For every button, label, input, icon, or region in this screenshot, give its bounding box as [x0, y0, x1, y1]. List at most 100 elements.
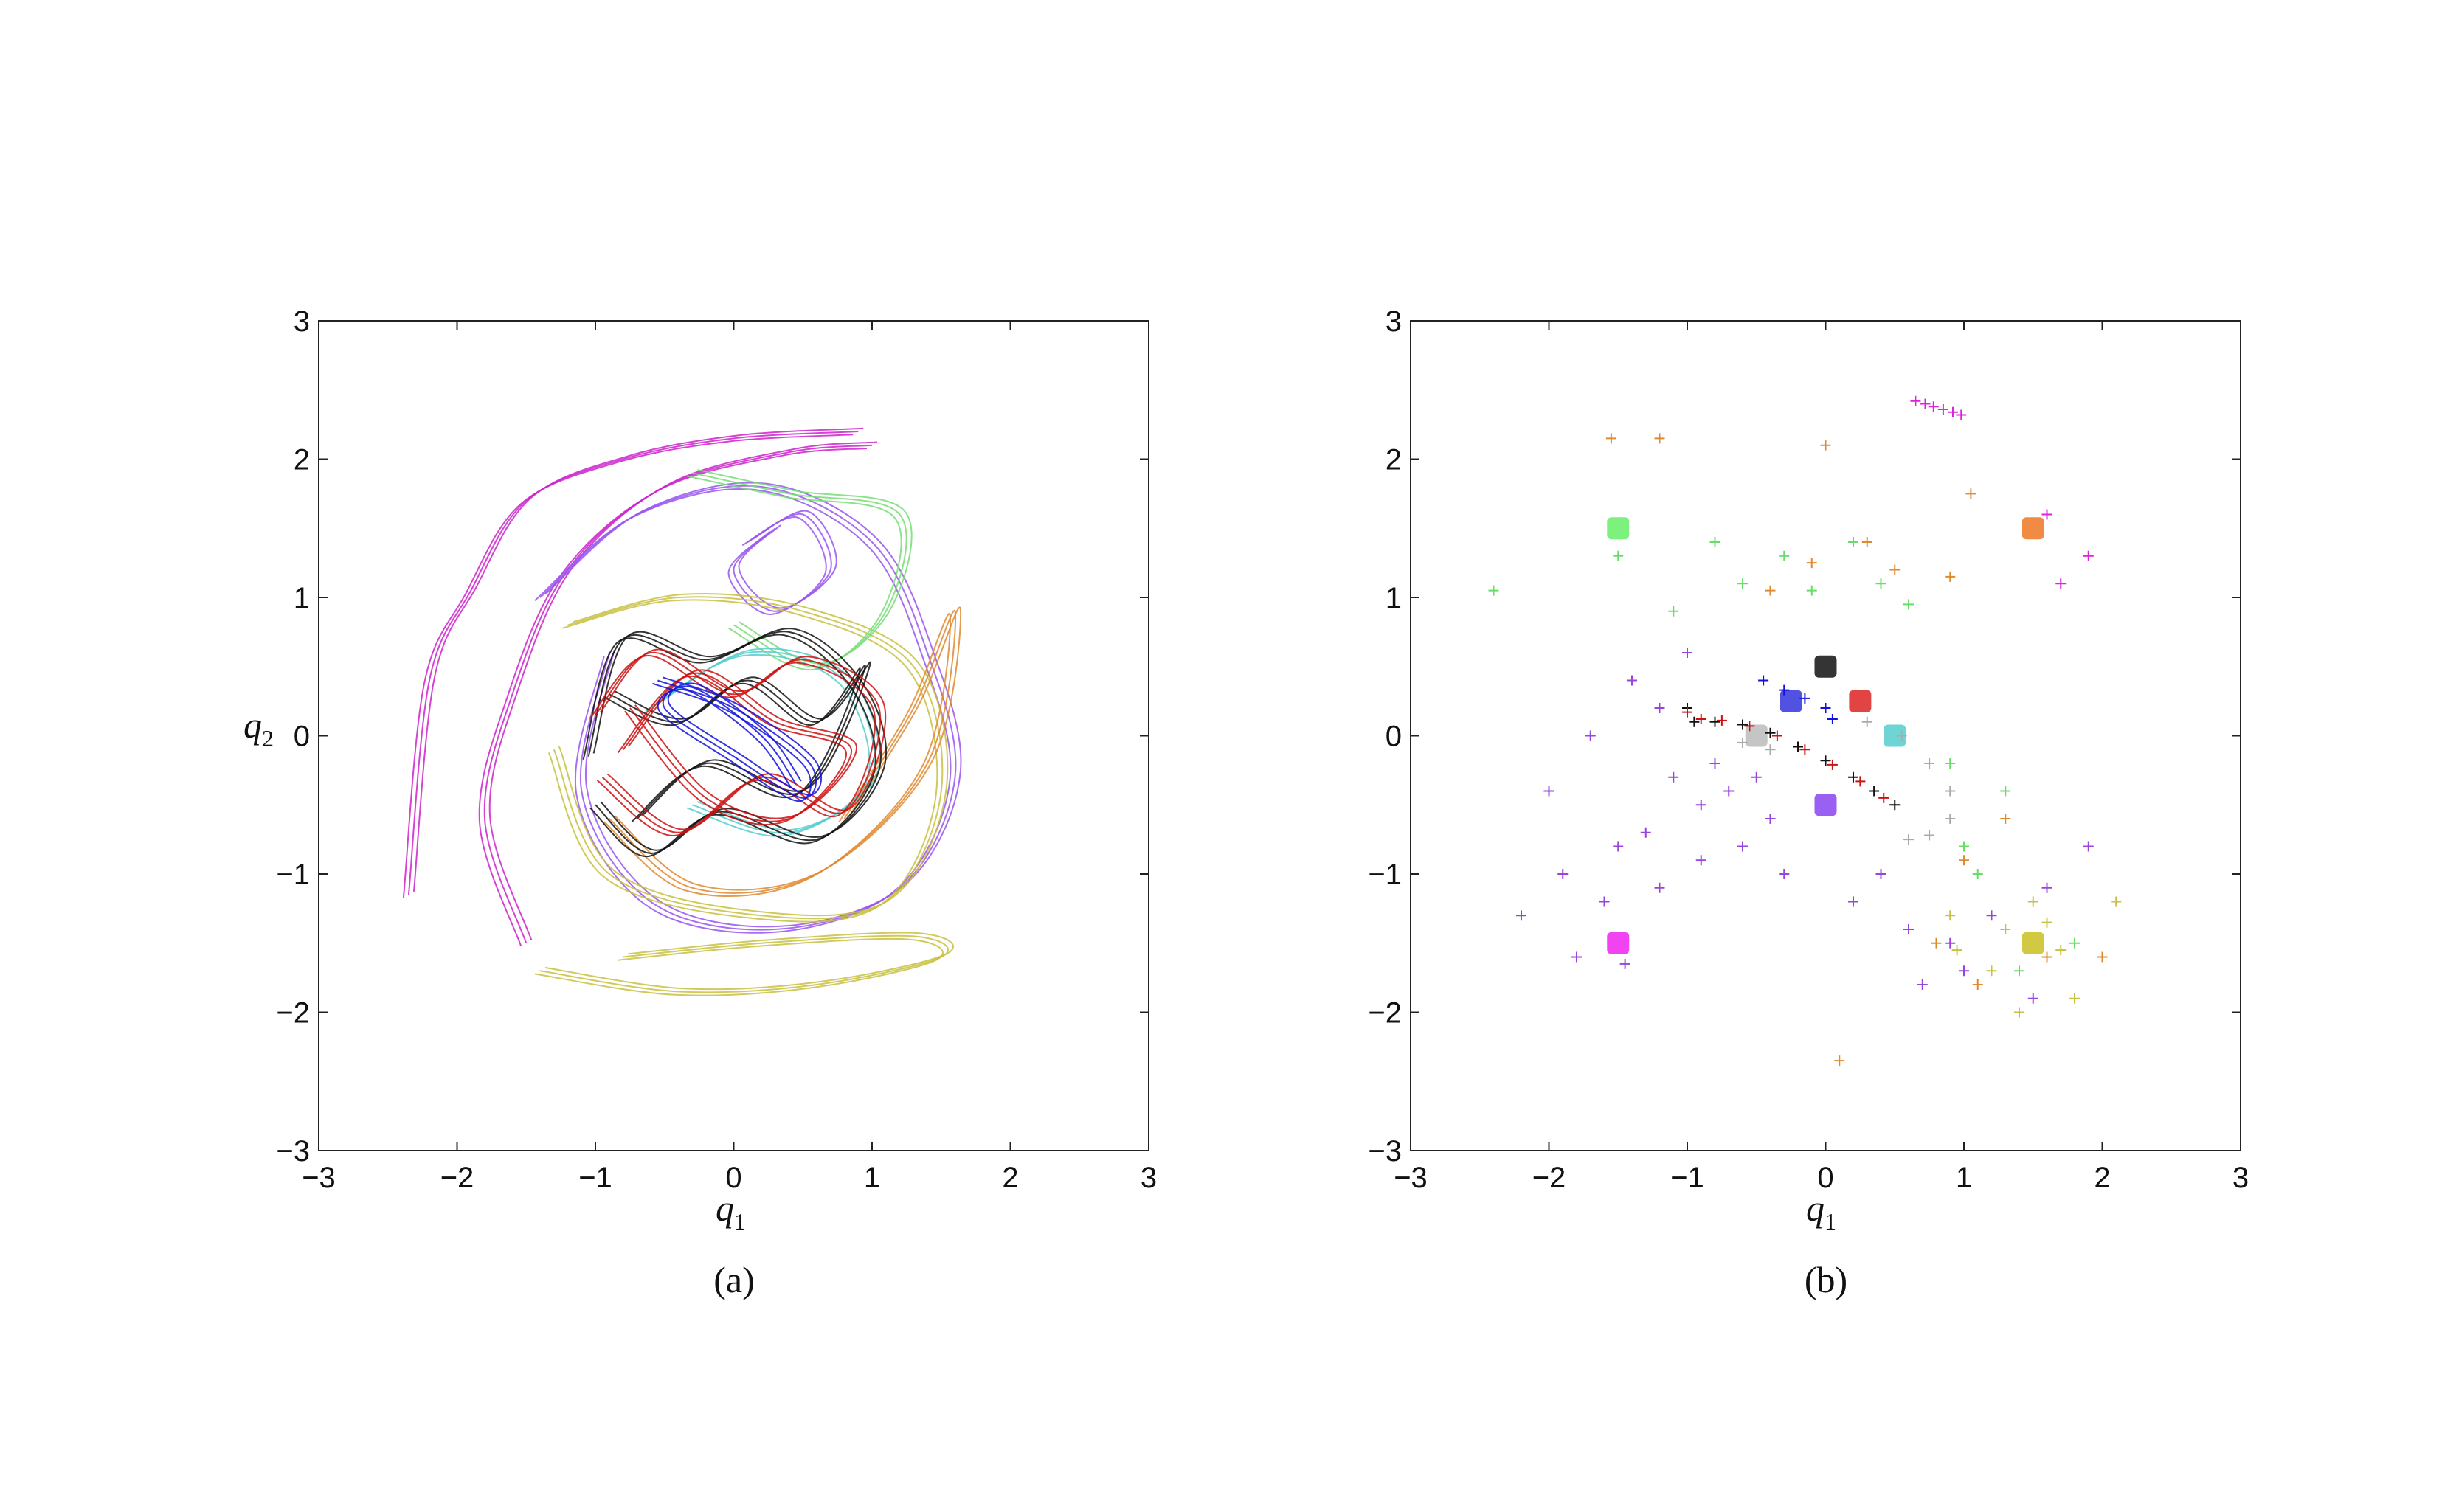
plus-marker — [1765, 727, 1776, 738]
plus-marker — [1917, 979, 1928, 990]
plus-marker — [1619, 958, 1630, 969]
plus-marker — [1986, 965, 1997, 977]
plus-marker — [1903, 599, 1914, 610]
plus-marker — [2041, 951, 2052, 963]
trajectory-curve — [687, 475, 902, 671]
panel-b-centers — [1607, 517, 2044, 954]
plus-marker — [1965, 488, 1976, 499]
plus-marker — [1945, 910, 1956, 921]
trajectory-curve — [614, 606, 962, 891]
plus-marker — [1765, 744, 1776, 755]
plus-marker — [1910, 395, 1921, 406]
y-tick-label: 0 — [294, 721, 310, 753]
center-marker — [1814, 794, 1837, 816]
plus-marker — [1585, 730, 1596, 741]
trajectory-curve — [614, 661, 871, 816]
plus-marker — [1668, 771, 1679, 783]
trajectory-curve — [645, 653, 871, 837]
trajectory-curve — [539, 934, 949, 993]
x-tick-label: −1 — [578, 1162, 612, 1194]
y-tick-label: 1 — [294, 582, 310, 614]
y-tick-label: −2 — [1368, 997, 1402, 1030]
trajectory-curve — [692, 472, 907, 667]
plus-marker — [1709, 758, 1720, 769]
plus-marker — [2083, 841, 2094, 852]
plus-marker — [2097, 951, 2108, 963]
plus-marker — [1827, 759, 1838, 770]
plus-marker — [1793, 741, 1803, 752]
plus-marker — [1848, 896, 1858, 907]
trajectory-curve — [412, 427, 864, 892]
plus-marker — [1723, 786, 1735, 797]
center-marker — [2022, 932, 2044, 954]
y-tick-label: 0 — [1386, 721, 1402, 753]
plus-marker — [1959, 965, 1969, 977]
x-tick-label: −1 — [1670, 1162, 1704, 1194]
plus-marker — [1779, 550, 1790, 561]
panel-b-ticks: −3 −2 −1 0 1 2 3 −3 −2 −1 0 1 2 3 — [1368, 305, 2249, 1194]
plus-marker — [1695, 714, 1706, 724]
plus-marker — [1758, 675, 1769, 686]
plus-marker — [1751, 771, 1762, 783]
trajectory-curve — [488, 441, 878, 940]
x-tick-label: 3 — [2233, 1162, 2249, 1194]
plus-marker — [1689, 716, 1700, 727]
trajectory-curve — [738, 510, 837, 609]
plus-marker — [2014, 1007, 2024, 1018]
plus-marker — [1654, 703, 1665, 713]
plus-marker — [1945, 786, 1956, 797]
plus-marker — [1869, 786, 1880, 797]
plus-marker — [1557, 869, 1569, 879]
panel-a-ticks: −3 −2 −1 0 1 2 3 −3 −2 −1 0 1 2 3 — [276, 305, 1157, 1194]
plus-marker — [1488, 585, 1499, 596]
plus-marker — [1806, 585, 1817, 596]
trajectory-curve — [609, 609, 957, 894]
y-tick-label: 2 — [1386, 444, 1402, 476]
plus-marker — [1972, 979, 1983, 990]
plus-marker — [1945, 758, 1956, 769]
plus-marker — [1709, 537, 1720, 547]
plus-marker — [2069, 937, 2080, 949]
plus-marker — [1861, 716, 1872, 727]
plus-marker — [1945, 937, 1956, 949]
x-tick-label: 2 — [2094, 1162, 2110, 1194]
center-marker — [1814, 655, 1837, 678]
plus-marker — [2055, 945, 2067, 956]
trajectory-curve — [407, 431, 859, 895]
plus-marker — [1799, 693, 1810, 704]
plus-marker — [1613, 841, 1624, 852]
plus-marker — [1848, 537, 1858, 547]
plus-marker — [1931, 937, 1942, 949]
plus-marker — [1834, 1055, 1845, 1067]
x-tick-label: 1 — [1956, 1162, 1972, 1194]
center-marker — [1884, 724, 1906, 747]
trajectory-curve — [595, 651, 882, 833]
plus-marker — [1861, 537, 1872, 547]
plus-marker — [1945, 814, 1956, 824]
plus-marker — [1654, 882, 1665, 893]
plus-marker — [1937, 404, 1948, 415]
panel-b-sample-plot: −3 −2 −1 0 1 2 3 −3 −2 −1 0 1 2 3 q1 (b) — [1368, 305, 2249, 1300]
plus-marker — [2027, 993, 2038, 1004]
plus-marker — [1605, 433, 1616, 444]
plus-marker — [1903, 834, 1914, 845]
center-marker — [1607, 932, 1630, 954]
plus-marker — [1668, 606, 1679, 617]
panel-a-plot-frame — [318, 320, 1149, 1151]
x-tick-label: 0 — [1817, 1162, 1833, 1194]
plus-marker — [1945, 571, 1956, 582]
plus-marker — [1771, 730, 1782, 741]
center-marker — [1849, 690, 1872, 712]
panel-b-xlabel: q1 — [1806, 1187, 1836, 1235]
plus-marker — [1948, 406, 1958, 417]
plus-marker — [1640, 827, 1651, 838]
plus-marker — [1951, 945, 1962, 956]
center-marker — [1607, 517, 1630, 540]
trajectory-curve — [650, 651, 876, 834]
plus-marker — [1848, 771, 1858, 783]
trajectory-curve — [663, 676, 822, 796]
plus-marker — [1779, 684, 1790, 696]
panel-a-caption: (a) — [713, 1259, 755, 1300]
plus-marker — [1682, 707, 1692, 718]
